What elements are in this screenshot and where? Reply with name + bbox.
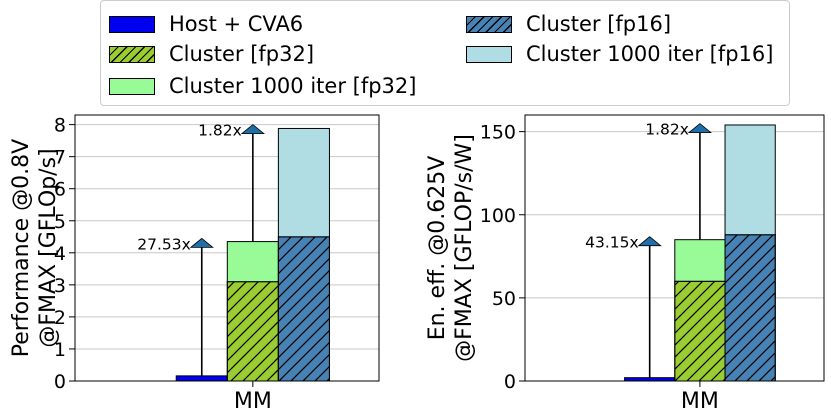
legend-label: Cluster [fp16] bbox=[526, 12, 672, 36]
y-tick-label: 6 bbox=[54, 179, 66, 201]
y-tick-label: 4 bbox=[54, 243, 66, 265]
legend-swatch-cluster-fp16 bbox=[466, 15, 512, 33]
y-axis-label-line1: Performance @0.8V bbox=[9, 139, 34, 357]
bar-host-cva6 bbox=[175, 375, 228, 382]
y-tick-label: 0 bbox=[54, 371, 66, 393]
y-axis-label-line1: En. eff. @0.625V bbox=[425, 156, 450, 341]
y-tick-label: 1 bbox=[54, 339, 66, 361]
y-tick-label: 2 bbox=[54, 307, 66, 329]
y-tick-label: 3 bbox=[54, 275, 66, 297]
y-tick-label: 150 bbox=[480, 122, 516, 144]
y-tick-label: 5 bbox=[54, 211, 66, 233]
bar-cluster-fp16-hatch bbox=[277, 236, 330, 382]
legend-label: Cluster 1000 iter [fp32] bbox=[169, 74, 417, 98]
legend-label: Cluster 1000 iter [fp16] bbox=[526, 42, 774, 66]
y-tick-label: 7 bbox=[54, 147, 66, 169]
annotation-arrow-head bbox=[687, 123, 713, 134]
annotation-arrow-head bbox=[189, 237, 214, 248]
annotation-arrow-head bbox=[240, 124, 265, 135]
legend-item-cluster-fp16: Cluster [fp16] bbox=[466, 9, 671, 39]
bar-cluster-1000-fp16 bbox=[724, 124, 776, 236]
legend-label: Cluster [fp32] bbox=[169, 42, 315, 66]
annotation-label: 43.15x bbox=[585, 234, 639, 252]
annotation-label: 27.53x bbox=[137, 235, 191, 253]
y-axis-label-line2: @FMAX [GFLOp/s] bbox=[36, 148, 61, 347]
legend-item-host-cva6: Host + CVA6 bbox=[109, 9, 303, 39]
y-tick-label: 50 bbox=[492, 288, 516, 310]
annotation-label: 1.82x bbox=[645, 121, 689, 139]
legend-item-cluster-1000-fp32: Cluster 1000 iter [fp32] bbox=[109, 71, 416, 101]
plot-frame bbox=[74, 114, 380, 382]
y-tick-label: 0 bbox=[504, 371, 516, 393]
x-tick-label: MM bbox=[234, 389, 272, 414]
legend-swatch-cluster-1000-fp32 bbox=[109, 77, 155, 95]
bar-cluster-1000-fp16 bbox=[277, 127, 330, 238]
x-tick-label: MM bbox=[681, 389, 719, 414]
annotation-label: 1.82x bbox=[198, 122, 242, 140]
chart-legend: Host + CVA6 Cluster [fp32] Cluster 1000 … bbox=[100, 0, 790, 106]
bar-cluster-fp16-hatch bbox=[724, 234, 776, 382]
bar-cluster-1000-fp32 bbox=[674, 239, 726, 282]
bar-cluster-1000-fp32 bbox=[226, 241, 279, 283]
y-axis-label-line2: @FMAX [GFLOP/s/W] bbox=[452, 134, 477, 362]
bar-cluster-fp32-hatch bbox=[674, 280, 726, 382]
annotation-arrow-head bbox=[637, 236, 662, 247]
legend-item-cluster-fp32: Cluster [fp32] bbox=[109, 39, 314, 69]
legend-item-cluster-1000-fp16: Cluster 1000 iter [fp16] bbox=[466, 39, 773, 69]
legend-swatch-cluster-fp32 bbox=[109, 45, 155, 63]
y-tick-label: 100 bbox=[480, 205, 516, 227]
legend-swatch-cluster-1000-fp16 bbox=[466, 45, 512, 63]
plot-frame bbox=[524, 114, 825, 382]
legend-label: Host + CVA6 bbox=[169, 12, 304, 36]
y-tick-label: 8 bbox=[54, 115, 66, 137]
legend-swatch-host-cva6 bbox=[109, 15, 155, 33]
bar-cluster-fp32-hatch bbox=[226, 281, 279, 382]
